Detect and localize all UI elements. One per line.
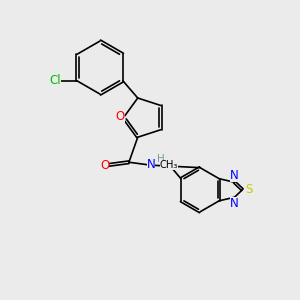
Text: CH₃: CH₃	[160, 160, 178, 170]
Text: O: O	[115, 110, 124, 123]
Text: S: S	[245, 183, 253, 196]
Text: H: H	[157, 154, 164, 164]
Text: N: N	[230, 169, 239, 182]
Text: O: O	[100, 159, 110, 172]
Text: Cl: Cl	[49, 74, 61, 87]
Text: N: N	[147, 158, 155, 171]
Text: N: N	[230, 197, 239, 210]
